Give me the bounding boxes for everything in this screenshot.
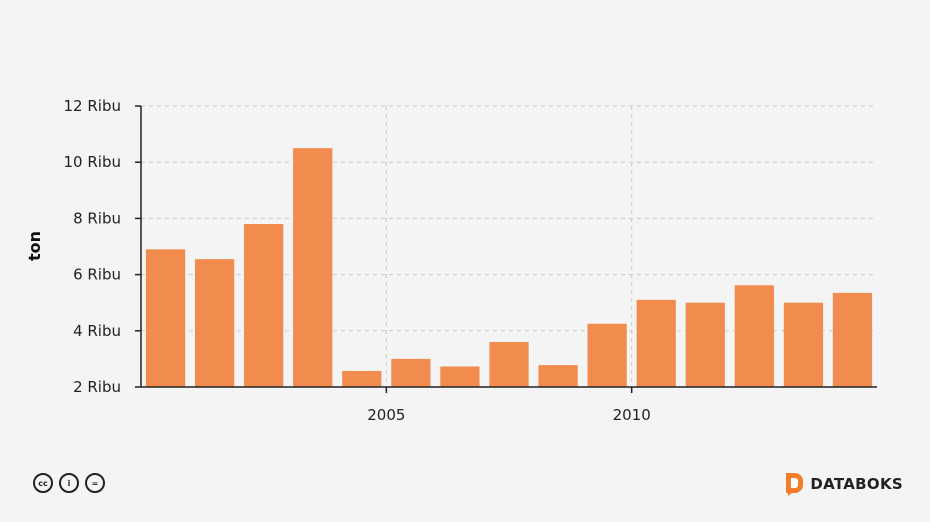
- axes: [135, 105, 877, 393]
- bar-2014[interactable]: [832, 292, 873, 387]
- bar-2011[interactable]: [685, 302, 725, 387]
- databoks-logo-icon: [786, 473, 804, 496]
- x-tick-label: 2005: [367, 406, 405, 424]
- bar-2003[interactable]: [293, 148, 333, 387]
- bar-2006[interactable]: [440, 366, 480, 387]
- x-tick-label: 2010: [613, 406, 651, 424]
- bar-2008[interactable]: [538, 365, 578, 387]
- by-icon[interactable]: i: [59, 473, 79, 493]
- bar-2009[interactable]: [587, 323, 627, 387]
- tick-labels: 2 Ribu 4 Ribu 6 Ribu 8 Ribu 10 Ribu 12 Ribu 20…: [64, 97, 651, 424]
- nd-icon[interactable]: =: [85, 473, 105, 493]
- brand[interactable]: DATABOKS: [784, 472, 903, 496]
- bar-2004[interactable]: [342, 370, 382, 387]
- y-tick-label: 10 Ribu: [64, 153, 121, 171]
- brand-name: DATABOKS: [810, 475, 903, 493]
- bar-2001[interactable]: [194, 259, 235, 387]
- bar-2013[interactable]: [783, 302, 824, 387]
- bar-2000[interactable]: [145, 249, 186, 387]
- bars: [145, 148, 873, 387]
- y-tick-label: 8 Ribu: [73, 209, 121, 227]
- y-tick-label: 2 Ribu: [73, 378, 121, 396]
- cc-icon[interactable]: cc: [33, 473, 53, 493]
- bar-2005[interactable]: [391, 358, 431, 387]
- bar-2007[interactable]: [489, 342, 529, 387]
- y-axis-label: ton: [25, 231, 44, 261]
- license-icons: cc i =: [33, 473, 105, 493]
- y-tick-label: 4 Ribu: [73, 322, 121, 340]
- y-tick-label: 12 Ribu: [64, 97, 121, 115]
- bar-2002[interactable]: [244, 224, 284, 387]
- bar-2012[interactable]: [734, 285, 774, 387]
- bar-2010[interactable]: [636, 299, 676, 387]
- y-tick-label: 6 Ribu: [73, 266, 121, 284]
